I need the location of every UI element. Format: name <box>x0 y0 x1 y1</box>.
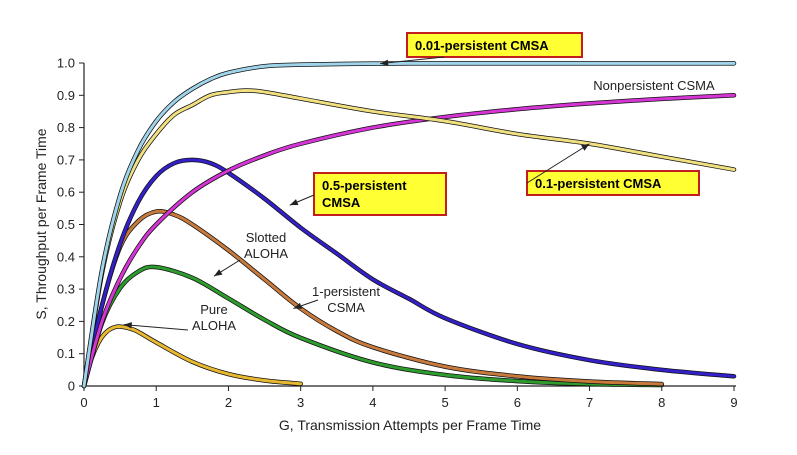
arrowhead-hundredth-persistent-csma <box>380 59 389 67</box>
label-text-pure-aloha-1: ALOHA <box>192 318 236 333</box>
series-outline-0 <box>81 324 303 389</box>
callout-text-half-persistent-csma-1: CMSA <box>322 195 361 210</box>
series-line-1 <box>82 265 664 388</box>
arrowhead-half-persistent-csma <box>289 199 299 206</box>
arrowhead-one-persistent-csma <box>293 302 303 309</box>
y-tick-label-9: 0.9 <box>57 88 75 103</box>
x-tick-label-3: 3 <box>297 395 304 410</box>
arrowhead-tenth-persistent-csma <box>581 143 590 151</box>
series-line-0 <box>82 324 303 388</box>
y-tick-label-4: 0.4 <box>57 249 75 264</box>
y-tick-label-3: 0.3 <box>57 282 75 297</box>
x-axis-title: G, Transmission Attempts per Frame Time <box>279 417 541 433</box>
y-tick-label-5: 0.5 <box>57 217 75 232</box>
x-tick-label-1: 1 <box>153 395 160 410</box>
x-tick-label-4: 4 <box>369 395 376 410</box>
x-tick-label-9: 9 <box>730 395 737 410</box>
y-tick-label-6: 0.6 <box>57 185 75 200</box>
annotation-tenth-persistent-csma: 0.1-persistent CMSA <box>526 143 700 196</box>
series-line-2 <box>82 209 664 388</box>
series-line-5 <box>82 88 736 388</box>
annotation-layer: PureALOHASlottedALOHA1-persistentCSMA0.5… <box>123 32 715 333</box>
label-text-pure-aloha-0: Pure <box>200 302 227 317</box>
label-text-one-persistent-csma-0: 1-persistent <box>312 284 380 299</box>
x-tick-label-8: 8 <box>658 395 665 410</box>
series-outline-5 <box>81 88 737 389</box>
x-tick-label-6: 6 <box>514 395 521 410</box>
annotation-hundredth-persistent-csma: 0.01-persistent CMSA <box>380 32 583 67</box>
y-axis-title: S, Throughput per Frame Time <box>33 128 49 319</box>
x-tick-label-7: 7 <box>586 395 593 410</box>
y-tick-label-0: 0 <box>68 379 75 394</box>
x-tick-label-5: 5 <box>441 395 448 410</box>
annotation-nonpersistent-csma: Nonpersistent CSMA <box>593 78 715 93</box>
annotation-half-persistent-csma: 0.5-persistent CMSA <box>289 172 447 216</box>
y-tick-label-10: 1.0 <box>57 56 75 71</box>
label-text-slotted-aloha-1: ALOHA <box>244 246 288 261</box>
callout-box-half-persistent-csma <box>313 172 447 216</box>
ticks-layer: 0 1 2 3 4 5 6 7 8 9 0 0.1 0.2 0.3 0.4 0.5 0.6 0.7 0.8 0.9 1.… <box>57 56 738 411</box>
y-tick-label-1: 0.1 <box>57 346 75 361</box>
label-text-one-persistent-csma-1: CSMA <box>327 300 365 315</box>
arrowhead-slotted-aloha <box>214 269 223 277</box>
y-tick-label-8: 0.8 <box>57 120 75 135</box>
y-tick-label-7: 0.7 <box>57 152 75 167</box>
leader-line-pure-aloha <box>123 324 189 331</box>
series-line-4 <box>82 93 736 388</box>
y-tick-label-2: 0.2 <box>57 314 75 329</box>
series-outline-4 <box>81 93 737 389</box>
x-tick-label-0: 0 <box>80 395 87 410</box>
label-text-slotted-aloha-0: Slotted <box>246 230 286 245</box>
leader-line-tenth-persistent-csma <box>526 143 590 184</box>
label-text-nonpersistent-csma-0: Nonpersistent CSMA <box>593 78 715 93</box>
arrowhead-pure-aloha <box>123 322 132 329</box>
callout-text-tenth-persistent-csma-0: 0.1-persistent CMSA <box>535 176 662 191</box>
leader-line-hundredth-persistent-csma <box>380 56 445 65</box>
series-layer <box>81 61 737 389</box>
x-tick-label-2: 2 <box>225 395 232 410</box>
callout-text-half-persistent-csma-0: 0.5-persistent <box>322 178 407 193</box>
series-line-3 <box>82 158 736 388</box>
callout-box-tenth-persistent-csma <box>526 170 700 196</box>
callout-box-hundredth-persistent-csma <box>406 32 583 58</box>
callout-text-hundredth-persistent-csma-0: 0.01-persistent CMSA <box>415 38 549 53</box>
series-line-6 <box>82 61 736 388</box>
